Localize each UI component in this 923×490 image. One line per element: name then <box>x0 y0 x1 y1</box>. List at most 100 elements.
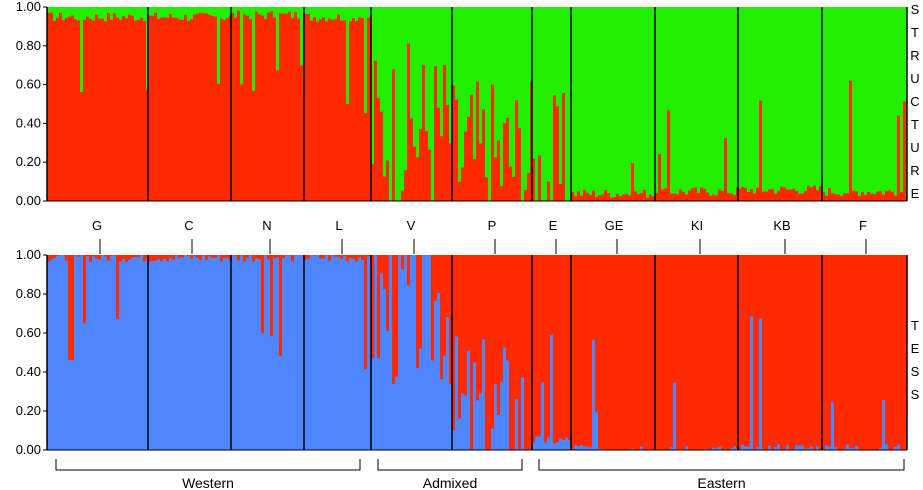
individual-bar <box>358 17 361 202</box>
individual-bar <box>586 446 589 450</box>
individual-bar <box>676 194 679 201</box>
individual-bar <box>580 195 583 201</box>
individual-bar <box>559 183 562 201</box>
individual-bar <box>774 446 777 450</box>
structure-side-letter: T <box>911 117 919 132</box>
individual-bar <box>721 190 724 201</box>
group-bracket <box>55 459 361 471</box>
individual-bar <box>297 255 300 450</box>
individual-bar <box>679 189 682 201</box>
individual-bar <box>98 259 101 450</box>
individual-bar <box>181 257 184 450</box>
individual-bar <box>795 445 798 450</box>
individual-bar <box>196 13 199 201</box>
individual-bar <box>237 10 240 202</box>
individual-bar <box>383 289 386 450</box>
individual-bar <box>243 261 246 450</box>
individual-bar <box>673 382 676 450</box>
individual-bar <box>56 255 59 450</box>
individual-bar <box>371 358 374 450</box>
individual-bar <box>625 193 628 201</box>
individual-bar <box>364 369 367 450</box>
individual-bar <box>279 355 282 450</box>
individual-bar <box>211 258 214 450</box>
individual-bar <box>231 12 234 201</box>
individual-bar <box>226 258 229 450</box>
group-bracket <box>377 459 523 471</box>
individual-bar <box>240 255 243 450</box>
structure-pop-ki <box>655 110 738 201</box>
individual-bar <box>670 447 673 450</box>
individual-bar <box>413 146 416 201</box>
individual-bar <box>759 318 762 450</box>
individual-bar <box>413 255 416 450</box>
individual-bar <box>843 193 846 201</box>
individual-bar <box>497 414 500 450</box>
individual-bar <box>86 16 89 201</box>
individual-bar <box>361 18 364 201</box>
tess-pop-g <box>47 255 148 450</box>
individual-bar <box>346 104 349 201</box>
individual-bar <box>68 16 71 202</box>
individual-bar <box>437 293 440 450</box>
individual-bar <box>352 258 355 450</box>
individual-bar <box>801 193 804 201</box>
individual-bar <box>640 446 643 450</box>
structure-side-letter: U <box>910 71 919 86</box>
individual-bar <box>125 18 128 202</box>
individual-bar <box>95 14 98 201</box>
y-tick-label: 0.60 <box>16 325 41 340</box>
individual-bar <box>80 92 83 201</box>
individual-bar <box>897 444 900 450</box>
individual-bar <box>77 256 80 450</box>
individual-bar <box>482 339 485 450</box>
individual-bar <box>428 255 431 450</box>
individual-bar <box>452 85 455 201</box>
y-tick-label: 0.20 <box>16 154 41 169</box>
individual-bar <box>98 18 101 201</box>
individual-bar <box>709 195 712 201</box>
individual-bar <box>550 334 553 450</box>
individual-bar <box>285 13 288 201</box>
individual-bar <box>205 13 208 202</box>
individual-bar <box>205 259 208 450</box>
individual-bar <box>416 157 419 201</box>
individual-bar <box>148 261 151 450</box>
individual-bar <box>261 15 264 202</box>
individual-bar <box>718 189 721 201</box>
individual-bar <box>804 191 807 201</box>
individual-bar <box>512 176 515 201</box>
individual-bar <box>160 261 163 450</box>
individual-bar <box>95 258 98 450</box>
individual-bar <box>211 15 214 201</box>
individual-bar <box>586 192 589 201</box>
individual-bar <box>730 448 733 450</box>
individual-bar <box>53 258 56 450</box>
individual-bar <box>419 348 422 450</box>
individual-bar <box>307 13 310 201</box>
individual-bar <box>467 116 470 201</box>
individual-bar <box>175 17 178 201</box>
individual-bar <box>449 384 452 450</box>
individual-bar <box>515 398 518 450</box>
individual-bar <box>282 13 285 201</box>
individual-bar <box>500 186 503 201</box>
individual-bar <box>571 192 574 201</box>
individual-bar <box>358 257 361 450</box>
individual-bar <box>340 20 343 202</box>
individual-bar <box>807 185 810 201</box>
individual-bar <box>777 444 780 450</box>
individual-bar <box>68 359 71 450</box>
individual-bar <box>214 16 217 201</box>
individual-bar <box>646 197 649 201</box>
individual-bar <box>166 17 169 202</box>
individual-bar <box>240 84 243 201</box>
individual-bar <box>661 189 664 201</box>
individual-bar <box>143 21 146 201</box>
individual-bar <box>813 185 816 201</box>
individual-bar <box>367 256 370 450</box>
individual-bar <box>163 259 166 450</box>
individual-bar <box>401 269 404 450</box>
individual-bar <box>730 193 733 201</box>
individual-bar <box>355 20 358 202</box>
